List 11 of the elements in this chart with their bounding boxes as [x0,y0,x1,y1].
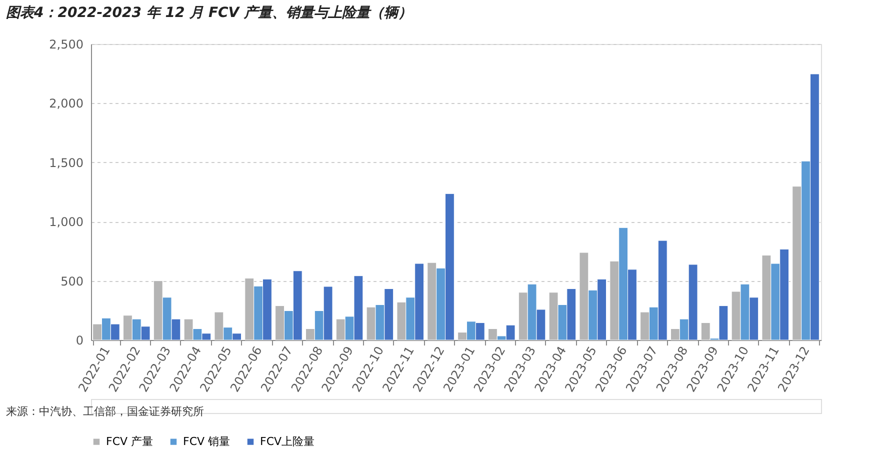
legend-label: FCV 产量 [106,434,154,448]
legend-label: FCV上险量 [260,434,315,448]
y-tick-label: 0 [76,334,84,348]
source-note: 来源：中汽协、工信部，国金证券研究所 [6,405,204,418]
y-tick-label: 1,500 [49,156,84,170]
y-tick-label: 2,000 [49,96,84,111]
y-tick-label: 2,500 [49,38,84,52]
y-tick-label: 500 [60,274,84,288]
y-tick-label: 1,000 [49,215,84,230]
legend-label: FCV 销量 [183,434,230,448]
chart-title: 图表4：2022-2023 年 12 月 FCV 产量、销量与上险量（辆） [6,4,412,21]
